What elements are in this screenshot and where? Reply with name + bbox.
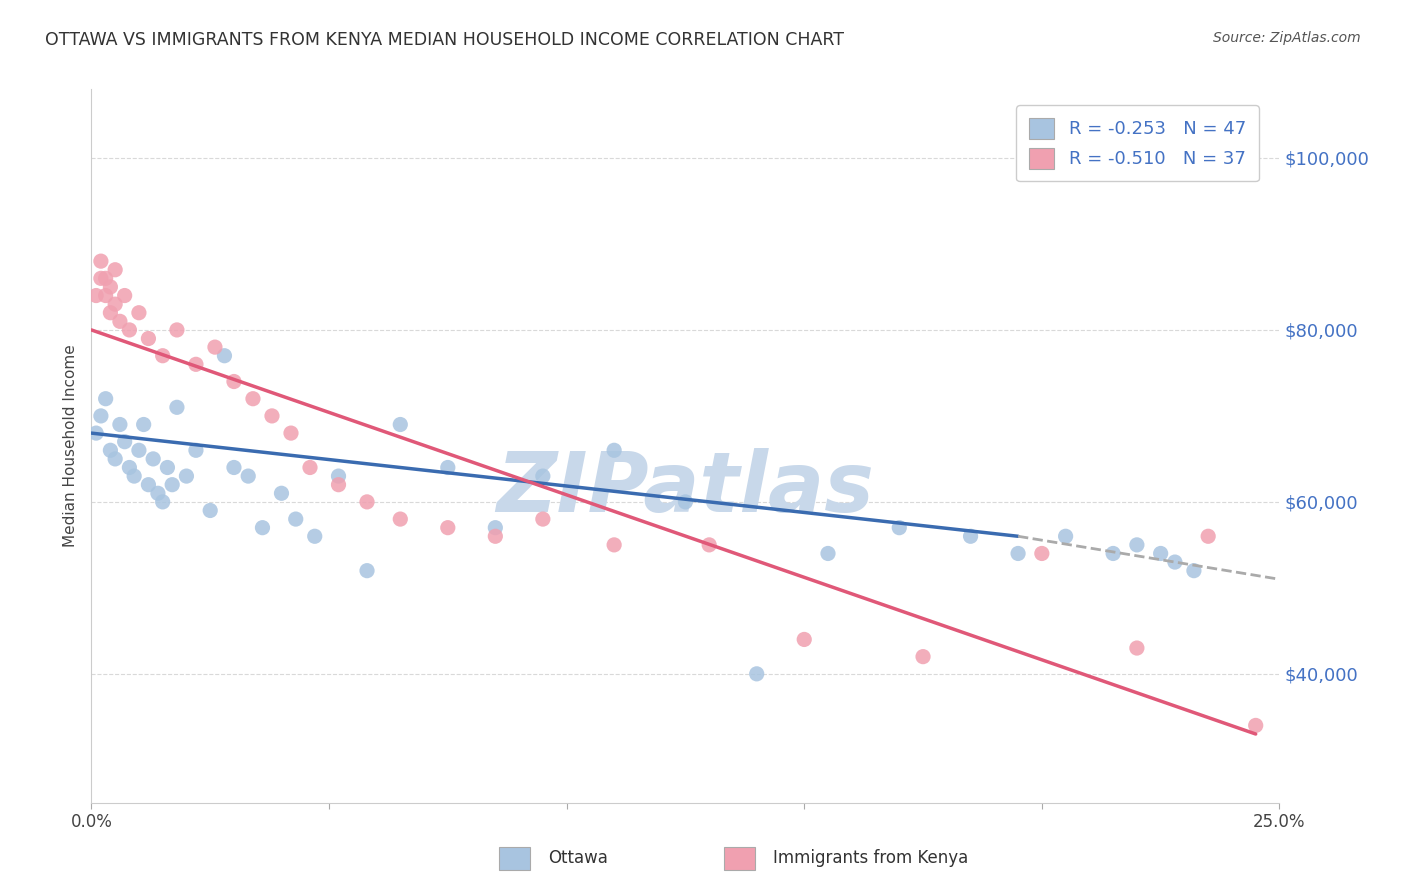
Point (484, 521, 506, 535)
Point (697, 538, 720, 552)
Point (166, 323, 188, 337)
Point (118, 323, 141, 337)
Point (889, 521, 911, 535)
Point (436, 521, 458, 535)
Point (214, 349, 236, 363)
Point (204, 340, 226, 354)
Point (222, 375, 245, 389)
Point (94, 392, 117, 406)
Point (817, 546, 839, 560)
Point (911, 649, 934, 664)
Text: Ottawa: Ottawa (548, 849, 609, 867)
Point (94, 288, 117, 302)
Point (1102, 546, 1125, 560)
Point (298, 460, 321, 475)
Point (531, 469, 554, 483)
Point (108, 314, 131, 328)
Point (90, 271, 112, 285)
Point (138, 332, 160, 346)
Point (1149, 546, 1171, 560)
Point (100, 443, 122, 458)
Point (1126, 538, 1149, 552)
Point (1182, 564, 1205, 578)
Point (1197, 529, 1219, 543)
Text: OTTAWA VS IMMIGRANTS FROM KENYA MEDIAN HOUSEHOLD INCOME CORRELATION CHART: OTTAWA VS IMMIGRANTS FROM KENYA MEDIAN H… (45, 31, 844, 49)
Point (176, 469, 198, 483)
Point (238, 469, 260, 483)
Y-axis label: Median Household Income: Median Household Income (63, 344, 79, 548)
Point (1007, 546, 1029, 560)
Point (745, 666, 768, 681)
Point (152, 495, 174, 509)
Point (260, 409, 283, 423)
Point (356, 564, 378, 578)
Point (531, 512, 554, 526)
Point (284, 512, 307, 526)
Point (114, 434, 136, 449)
Point (222, 460, 245, 475)
Point (328, 477, 350, 491)
Point (673, 495, 696, 509)
Point (252, 521, 274, 535)
Text: ZIPatlas: ZIPatlas (496, 449, 875, 529)
Point (1126, 641, 1149, 656)
Point (128, 443, 150, 458)
Point (84, 288, 107, 302)
Point (122, 469, 145, 483)
Point (156, 460, 179, 475)
Point (328, 469, 350, 483)
Point (1031, 546, 1053, 560)
Point (389, 417, 412, 432)
Point (1164, 555, 1187, 569)
Point (389, 512, 412, 526)
Point (138, 477, 160, 491)
Point (84, 426, 107, 441)
Point (100, 306, 122, 320)
Point (90, 409, 112, 423)
Point (184, 443, 207, 458)
Point (436, 460, 458, 475)
Point (146, 486, 169, 500)
Text: Immigrants from Kenya: Immigrants from Kenya (773, 849, 969, 867)
Point (200, 503, 222, 517)
Point (280, 426, 302, 441)
Point (356, 495, 378, 509)
Legend: R = -0.253   N = 47, R = -0.510   N = 37: R = -0.253 N = 47, R = -0.510 N = 37 (1017, 105, 1258, 181)
Point (270, 486, 292, 500)
Point (104, 262, 127, 277)
Point (603, 538, 626, 552)
Point (100, 280, 122, 294)
Point (184, 357, 207, 371)
Point (793, 632, 815, 647)
Point (1244, 718, 1267, 732)
Text: Source: ZipAtlas.com: Source: ZipAtlas.com (1213, 31, 1361, 45)
Point (94, 271, 117, 285)
Point (304, 529, 326, 543)
Point (166, 401, 188, 415)
Point (160, 477, 183, 491)
Point (114, 288, 136, 302)
Point (484, 529, 506, 543)
Point (104, 297, 127, 311)
Point (603, 443, 626, 458)
Point (90, 254, 112, 268)
Point (142, 451, 165, 466)
Point (959, 529, 981, 543)
Point (1054, 529, 1077, 543)
Point (104, 451, 127, 466)
Point (132, 417, 155, 432)
Point (242, 392, 264, 406)
Point (152, 349, 174, 363)
Point (108, 417, 131, 432)
Point (118, 460, 141, 475)
Point (128, 306, 150, 320)
